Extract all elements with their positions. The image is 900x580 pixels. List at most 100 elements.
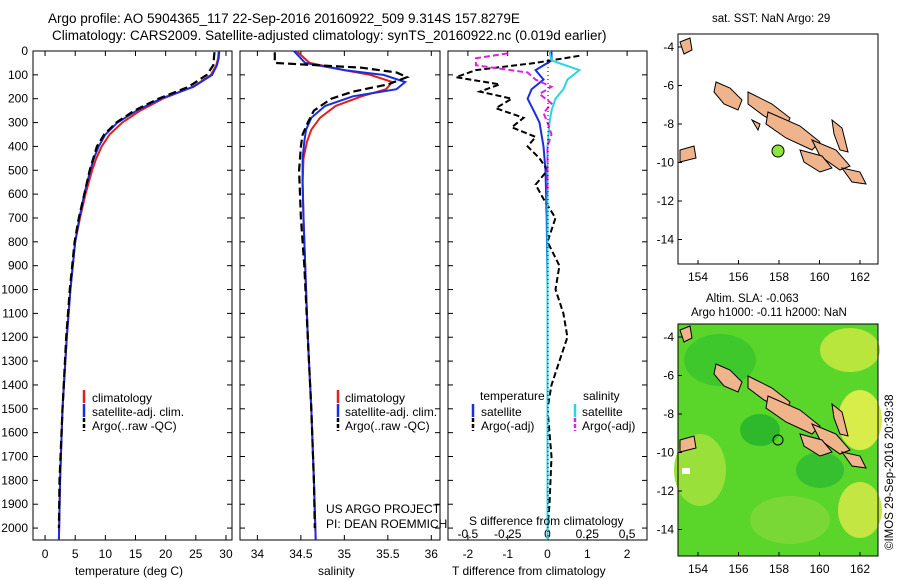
land-patch [840,451,867,469]
salinity-axis-label: salinity [318,564,355,578]
land-patch [810,423,851,455]
land-patch [799,149,833,173]
map-y-tick-label: -12 [657,484,675,498]
climatology-line [57,50,220,541]
map-x-tick-label: 162 [850,270,870,284]
argo-line [273,52,410,529]
map-y-tick-label: -6 [663,79,674,93]
bottom-map-axes: 154 156 158 160 162 -4 -6 -8 -10 -12 -14 [657,330,871,576]
depth-tick-label: 500 [8,163,28,177]
x-tick-label: 35.5 [376,547,400,561]
land-patch [765,395,821,435]
legend-label-satellite: satellite-adj. clim. [92,405,184,419]
legend-label-argo: Argo(..raw -QC) [92,419,177,433]
top-map-title: sat. SST: NaN Argo: 29 [712,13,830,25]
legend-label-climatology: climatology [345,391,405,405]
depth-tick-label: 300 [8,116,28,130]
salinity-legend: climatology satellite-adj. clim. Argo(..… [326,390,447,531]
sla-patch [674,434,726,506]
x-tick-label: 36 [425,547,439,561]
sla-patch [820,328,880,372]
temperature-series [57,50,221,541]
legend-title-salinity: salinity [583,389,620,403]
missing-data-patch [682,468,690,474]
land-patch [831,118,849,153]
t-difference-axis-label: T difference from climatology [452,564,606,578]
depth-tick-label: 100 [8,68,28,82]
depth-tick-label: 900 [8,259,28,273]
depth-tick-label: 2000 [1,521,28,535]
temperature-panel-frame [32,50,233,541]
map-x-tick-label: 158 [769,270,789,284]
depth-tick-label: 1600 [1,426,28,440]
legend-label-satellite: satellite-adj. clim. [345,405,437,419]
difference-x-axis: -2 -1 0 1 2-0.5 -0.25 0 0.25 0.5 [458,51,636,561]
difference-series [452,50,582,540]
salinity-series [273,50,410,541]
x-tick-label: 5 [72,547,79,561]
land-patch [713,363,743,393]
argo-line [57,52,216,529]
project-label: US ARGO PROJECT [326,502,441,516]
bottom-map-land [679,325,867,474]
map-y-tick-label: -4 [663,40,674,54]
float-position-marker-outline [772,434,784,446]
x-tick-label: 34 [251,547,265,561]
temperature-axis-label: temperature (deg C) [75,564,183,578]
legend-title-temperature: temperature [480,389,545,403]
map-y-tick-label: -8 [663,407,674,421]
depth-tick-label: 1000 [1,283,28,297]
t-argo-diff-line [452,54,580,529]
top-map-land [679,37,867,185]
depth-tick-label: 1100 [2,306,28,320]
climatology-line [295,50,394,541]
top-map-axes: 154 156 158 160 162 -4 -6 -8 -10 -12 -14 [657,40,871,284]
s-satellite-diff-line [546,50,582,540]
legend-label-t-argo: Argo(-adj) [481,419,534,433]
land-patch [679,37,693,55]
map-y-tick-label: -6 [663,369,674,383]
figure-title-line2: Climatology: CARS2009. Satellite-adjuste… [52,28,607,43]
depth-tick-label: 1200 [1,330,28,344]
depth-tick-label: 0 [21,44,28,58]
depth-tick-label: 700 [8,211,28,225]
depth-tick-label: 1500 [1,402,28,416]
depth-tick-label: 1800 [1,473,28,487]
depth-tick-label: 1400 [1,378,28,392]
depth-tick-label: 200 [8,92,28,106]
land-patch [765,111,821,151]
map-y-tick-label: -10 [657,156,675,170]
bottom-map-title-line1: Altim. SLA: -0.063 [706,293,799,305]
pi-label: PI: DEAN ROEMMICH [326,517,447,531]
x-tick-label: 34.5 [289,547,313,561]
land-patch [713,81,743,111]
temperature-legend: climatology satellite-adj. clim. Argo(..… [82,390,184,433]
x-tick-label: 10 [99,547,113,561]
sla-patch [838,482,882,538]
map-x-tick-label: 160 [809,562,829,576]
depth-tick-label: 1900 [1,497,28,511]
satellite-adj-line [293,50,408,541]
salinity-panel-frame [239,50,441,541]
temperature-x-axis: 0 5 10 15 20 25 30 [42,51,233,561]
legend-label-t-satellite: satellite [481,405,522,419]
depth-axis: 0 100 200 300 400 500 600 700 800 900 1000 1100 1200… [1,44,647,535]
land-patch [750,118,761,132]
map-y-tick-label: -4 [663,330,674,344]
s-argo-diff-line [474,52,554,195]
map-x-tick-label: 154 [688,562,708,576]
x-tick-label: 2 [624,547,631,561]
x-tick-label: 20 [159,547,173,561]
legend-label-s-argo: Argo(-adj) [582,419,635,433]
sla-patch [740,414,780,446]
map-y-tick-label: -8 [663,117,674,131]
x-tick-label: -2 [463,547,474,561]
map-x-tick-label: 154 [688,270,708,284]
bottom-map-field [674,324,882,556]
map-x-tick-label: 160 [809,270,829,284]
s-tick-label: 0.5 [619,527,636,541]
satellite-adj-line [57,50,221,541]
land-patch [810,139,851,171]
depth-tick-label: 800 [8,235,28,249]
